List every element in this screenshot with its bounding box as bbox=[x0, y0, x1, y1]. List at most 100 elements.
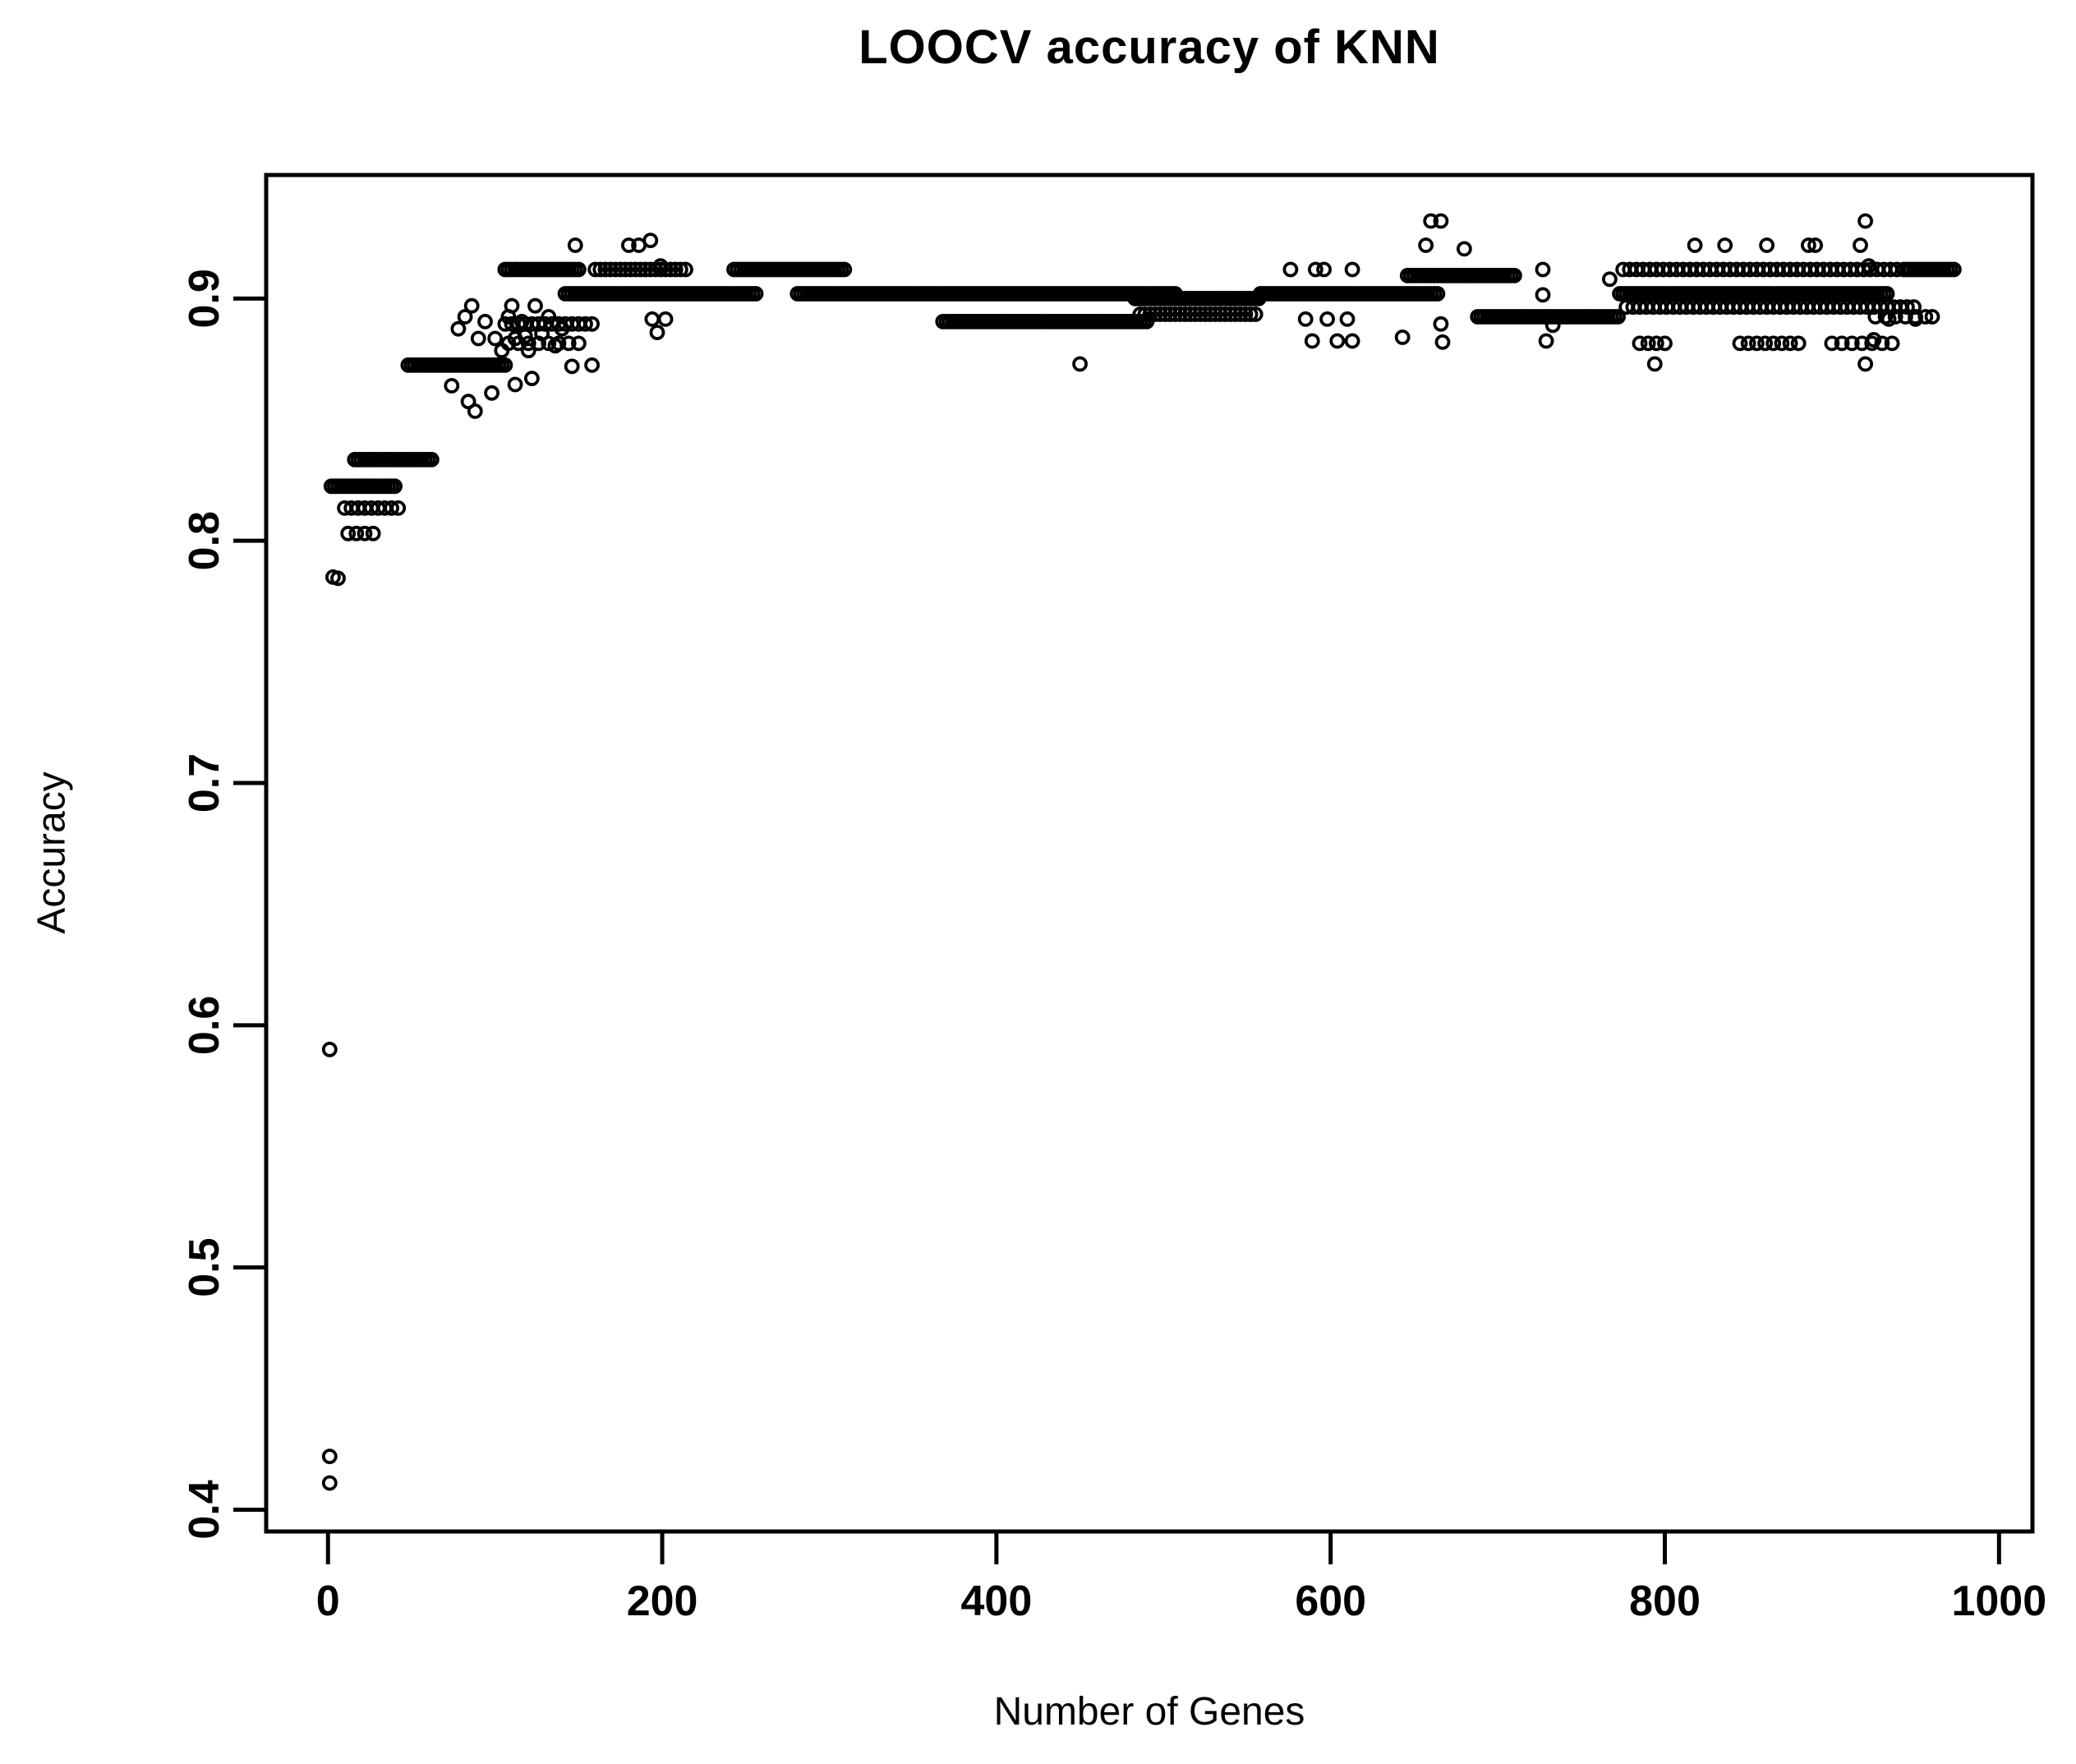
data-point bbox=[1329, 333, 1346, 349]
data-point bbox=[507, 376, 523, 393]
data-point bbox=[1418, 237, 1434, 253]
data-point bbox=[748, 286, 764, 302]
data-point bbox=[1687, 237, 1703, 253]
data-point bbox=[592, 261, 609, 278]
data-point bbox=[1237, 306, 1254, 322]
data-point bbox=[365, 525, 381, 541]
data-point bbox=[1610, 309, 1626, 325]
data-point bbox=[1177, 306, 1194, 322]
y-tick-label: 0.9 bbox=[181, 269, 228, 328]
y-axis-label: Accuracy bbox=[30, 771, 74, 934]
x-axis-ticks: 0 200 400 600 800 1000 bbox=[316, 1531, 2046, 1625]
data-point bbox=[1457, 241, 1472, 257]
data-point bbox=[1319, 311, 1335, 327]
data-point bbox=[1187, 306, 1204, 322]
data-point bbox=[1339, 311, 1356, 327]
data-point bbox=[1316, 261, 1332, 278]
data-point bbox=[1137, 306, 1153, 322]
data-point bbox=[527, 297, 543, 314]
data-point bbox=[1657, 335, 1673, 352]
x-tick-label: 0 bbox=[316, 1577, 340, 1625]
x-tick-label: 800 bbox=[1629, 1577, 1701, 1625]
data-point bbox=[1147, 306, 1163, 322]
data-point bbox=[652, 258, 669, 274]
data-point bbox=[1884, 335, 1900, 352]
data-point bbox=[1167, 306, 1183, 322]
plot-border bbox=[264, 173, 2035, 1534]
data-point bbox=[578, 315, 593, 332]
data-point bbox=[494, 343, 510, 359]
data-point bbox=[623, 261, 638, 278]
data-point bbox=[1218, 306, 1233, 322]
data-point bbox=[547, 338, 564, 354]
data-point bbox=[340, 525, 357, 541]
y-tick-label: 0.5 bbox=[181, 1237, 228, 1297]
data-point bbox=[1242, 306, 1259, 322]
data-point bbox=[1807, 237, 1824, 253]
data-point bbox=[1917, 309, 1934, 325]
data-point bbox=[621, 237, 637, 253]
data-point bbox=[470, 330, 486, 347]
data-point bbox=[463, 297, 480, 314]
data-point bbox=[667, 261, 684, 278]
data-point bbox=[1757, 335, 1774, 352]
data-point bbox=[321, 1449, 338, 1464]
data-point bbox=[1782, 335, 1798, 352]
data-point bbox=[1924, 309, 1940, 325]
data-point bbox=[520, 335, 536, 352]
x-axis-label: Number of Genes bbox=[993, 1690, 1305, 1734]
data-point bbox=[390, 500, 407, 516]
data-point bbox=[1172, 306, 1188, 322]
data-point bbox=[1222, 306, 1239, 322]
data-point bbox=[1646, 356, 1663, 372]
data-point bbox=[497, 357, 513, 373]
data-point bbox=[1790, 335, 1807, 352]
data-point bbox=[444, 378, 460, 394]
data-point bbox=[1152, 306, 1168, 322]
chart-title: LOOCV accuracy of KNN bbox=[858, 21, 1440, 74]
x-tick-label: 600 bbox=[1295, 1577, 1366, 1625]
data-point bbox=[1874, 335, 1890, 352]
data-point bbox=[1202, 306, 1218, 322]
data-point bbox=[1344, 261, 1360, 278]
data-point bbox=[1197, 306, 1213, 322]
data-point bbox=[321, 1041, 338, 1057]
data-point bbox=[1897, 309, 1913, 325]
data-point bbox=[1908, 311, 1924, 327]
data-point bbox=[1880, 311, 1897, 327]
y-axis-ticks: 0.4 0.5 0.6 0.7 0.8 0.9 bbox=[181, 269, 266, 1540]
data-point bbox=[836, 261, 853, 278]
data-point bbox=[612, 261, 628, 278]
data-point bbox=[513, 313, 530, 329]
data-point bbox=[1945, 261, 1962, 278]
data-point bbox=[673, 261, 688, 278]
data-point bbox=[1394, 329, 1411, 345]
data-point bbox=[1759, 237, 1775, 253]
data-point bbox=[564, 358, 580, 375]
data-point bbox=[1227, 306, 1244, 322]
data-point bbox=[384, 500, 400, 516]
data-point bbox=[571, 261, 587, 278]
data-point bbox=[1765, 335, 1782, 352]
data-point bbox=[638, 261, 654, 278]
data-point bbox=[1834, 335, 1850, 352]
data-point bbox=[1282, 261, 1299, 278]
x-tick-label: 400 bbox=[961, 1577, 1033, 1625]
data-point bbox=[534, 325, 550, 342]
data-point bbox=[584, 315, 600, 332]
data-point bbox=[1072, 356, 1088, 372]
data-point bbox=[1535, 287, 1551, 303]
data-point bbox=[1544, 317, 1561, 334]
data-point bbox=[1507, 267, 1522, 283]
data-point bbox=[1844, 335, 1860, 352]
data-point bbox=[1861, 258, 1877, 274]
data-point bbox=[1824, 335, 1840, 352]
data-point bbox=[571, 335, 587, 352]
data-point bbox=[321, 1475, 338, 1491]
data-point bbox=[602, 261, 619, 278]
data-point bbox=[450, 320, 467, 337]
data-point bbox=[507, 330, 523, 347]
data-point bbox=[1157, 306, 1173, 322]
data-point bbox=[1433, 315, 1449, 332]
